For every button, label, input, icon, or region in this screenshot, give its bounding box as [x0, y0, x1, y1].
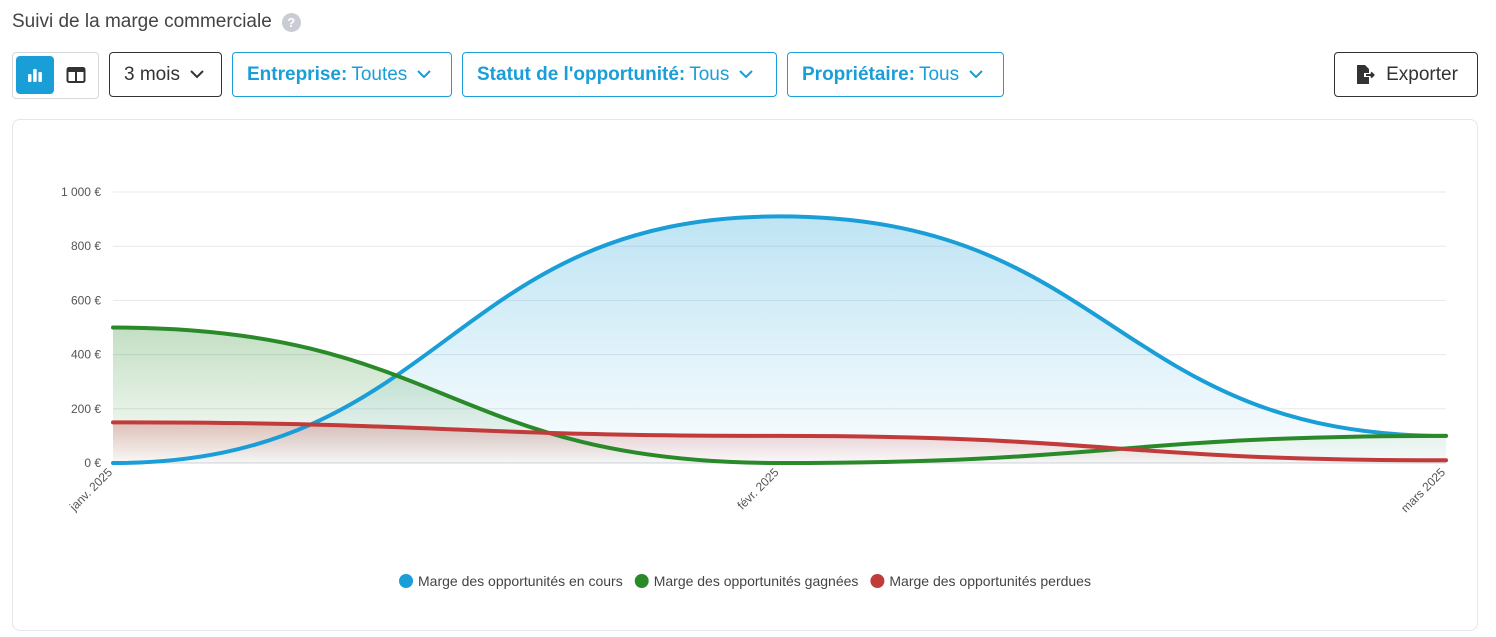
- x-tick-label: mars 2025: [1398, 465, 1448, 515]
- filter-value: Tous: [689, 63, 730, 85]
- chevron-down-icon: [190, 70, 204, 79]
- filter-label: Statut de l'opportunité:: [477, 63, 686, 85]
- margin-area-chart: 0 € 200 € 400 € 600 € 800 € 1 000 € janv. 2025…: [61, 185, 1448, 589]
- legend-item[interactable]: Marge des opportunités en cours: [399, 573, 623, 589]
- legend-label: Marge des opportunités gagnées: [654, 573, 859, 589]
- table-view-button[interactable]: [57, 56, 95, 94]
- y-tick-label: 400 €: [71, 348, 101, 362]
- period-dropdown[interactable]: 3 mois: [109, 52, 222, 97]
- legend: Marge des opportunités en cours Marge des…: [399, 573, 1091, 589]
- series-line: [111, 420, 1448, 463]
- series-line: [111, 325, 1448, 466]
- table-icon: [66, 67, 86, 83]
- view-toggle: [12, 52, 99, 99]
- export-button[interactable]: Exporter: [1334, 52, 1478, 97]
- chevron-down-icon: [417, 70, 432, 79]
- chevron-down-icon: [739, 70, 754, 79]
- y-tick-label: 200 €: [71, 402, 101, 416]
- toolbar: 3 mois Entreprise: Toutes Statut de l'op…: [12, 52, 1478, 99]
- x-tick-label: févr. 2025: [734, 465, 781, 512]
- filter-label: Entreprise:: [247, 63, 348, 85]
- filter-value: Tous: [918, 63, 960, 85]
- filter-label: Propriétaire:: [802, 63, 915, 85]
- series-lines: [111, 214, 1448, 466]
- page-title: Suivi de la marge commerciale: [12, 11, 272, 32]
- period-value: 3 mois: [124, 63, 180, 85]
- filter-value: Toutes: [351, 63, 408, 85]
- y-tick-label: 1 000 €: [61, 185, 101, 199]
- series-area: [113, 422, 1446, 463]
- bar-chart-icon: [28, 69, 42, 82]
- entreprise-filter-dropdown[interactable]: Entreprise: Toutes: [232, 52, 452, 97]
- title-row: Suivi de la marge commerciale ?: [12, 10, 301, 34]
- chevron-down-icon: [969, 70, 983, 79]
- legend-marker: [399, 574, 414, 588]
- y-tick-label: 800 €: [71, 239, 101, 253]
- legend-item[interactable]: Marge des opportunités gagnées: [634, 573, 859, 589]
- help-icon[interactable]: ?: [281, 12, 301, 32]
- legend-label: Marge des opportunités perdues: [889, 573, 1091, 589]
- legend-item[interactable]: Marge des opportunités perdues: [870, 573, 1091, 589]
- series-line: [111, 214, 1448, 465]
- chart-card: 0 € 200 € 400 € 600 € 800 € 1 000 € janv. 2025…: [12, 119, 1478, 631]
- legend-marker: [870, 574, 885, 588]
- legend-marker: [634, 574, 649, 588]
- y-tick-label: 600 €: [71, 293, 101, 307]
- legend-label: Marge des opportunités en cours: [418, 573, 623, 589]
- y-tick-label: 0 €: [84, 456, 101, 470]
- proprietaire-filter-dropdown[interactable]: Propriétaire: Tous: [787, 52, 1004, 97]
- chart-view-button[interactable]: [16, 56, 54, 94]
- statut-filter-dropdown[interactable]: Statut de l'opportunité: Tous: [462, 52, 777, 97]
- file-export-icon: [1357, 64, 1376, 84]
- export-label: Exporter: [1386, 63, 1458, 85]
- x-tick-label: janv. 2025: [66, 465, 115, 514]
